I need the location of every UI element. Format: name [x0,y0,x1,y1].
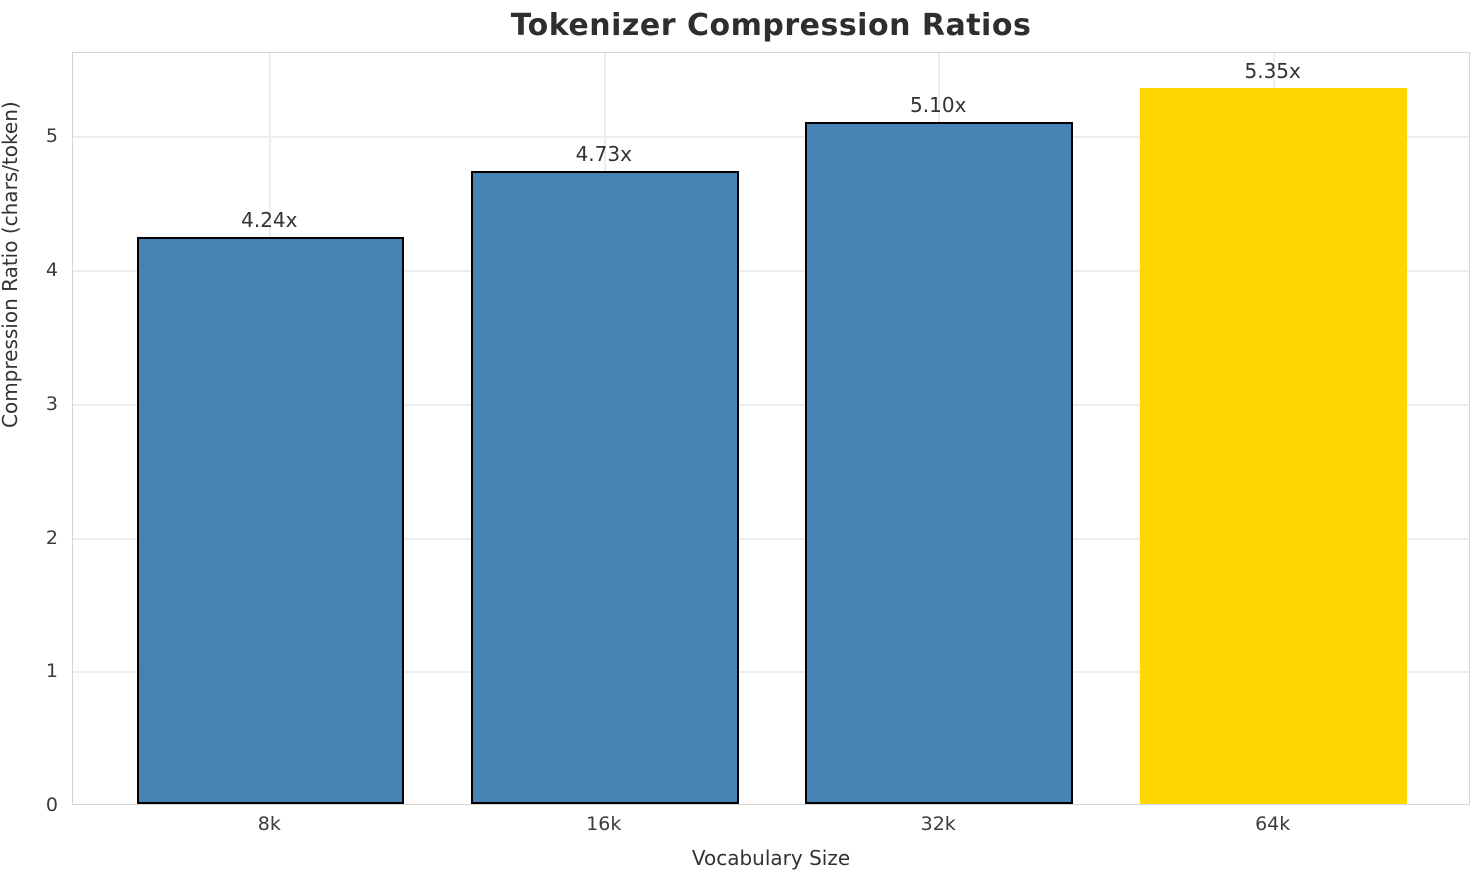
y-axis-label: Compression Ratio (chars/token) [0,101,22,428]
x-tick-label-8k: 8k [257,813,281,835]
x-tick-label-16k: 16k [586,813,622,835]
bar-value-label: 5.10x [910,92,967,117]
bar-16k [470,171,739,804]
bar-8k [136,236,405,804]
h-gridline [73,136,1469,139]
h-gridline [73,671,1469,674]
chart-title: Tokenizer Compression Ratios [510,8,1032,43]
x-tick-label-64k: 64k [1255,813,1291,835]
bar-value-label: 4.73x [575,142,632,167]
bar-32k [805,121,1073,804]
y-tick-label: 3 [45,392,58,415]
h-gridline [73,403,1469,406]
x-tick-label-32k: 32k [920,813,956,835]
h-gridline [73,270,1469,272]
bar-value-label: 5.35x [1244,59,1301,84]
bar-value-label: 4.24x [241,207,298,232]
plot-area [72,52,1470,805]
x-axis-label: Vocabulary Size [691,846,851,870]
y-tick-label: 5 [45,125,58,148]
y-tick-label: 4 [45,259,58,281]
y-tick-label: 2 [45,526,58,549]
y-tick-label: 1 [45,660,58,683]
h-gridline [73,537,1469,540]
y-tick-label: 0 [45,794,58,816]
bar-64k [1139,88,1408,804]
